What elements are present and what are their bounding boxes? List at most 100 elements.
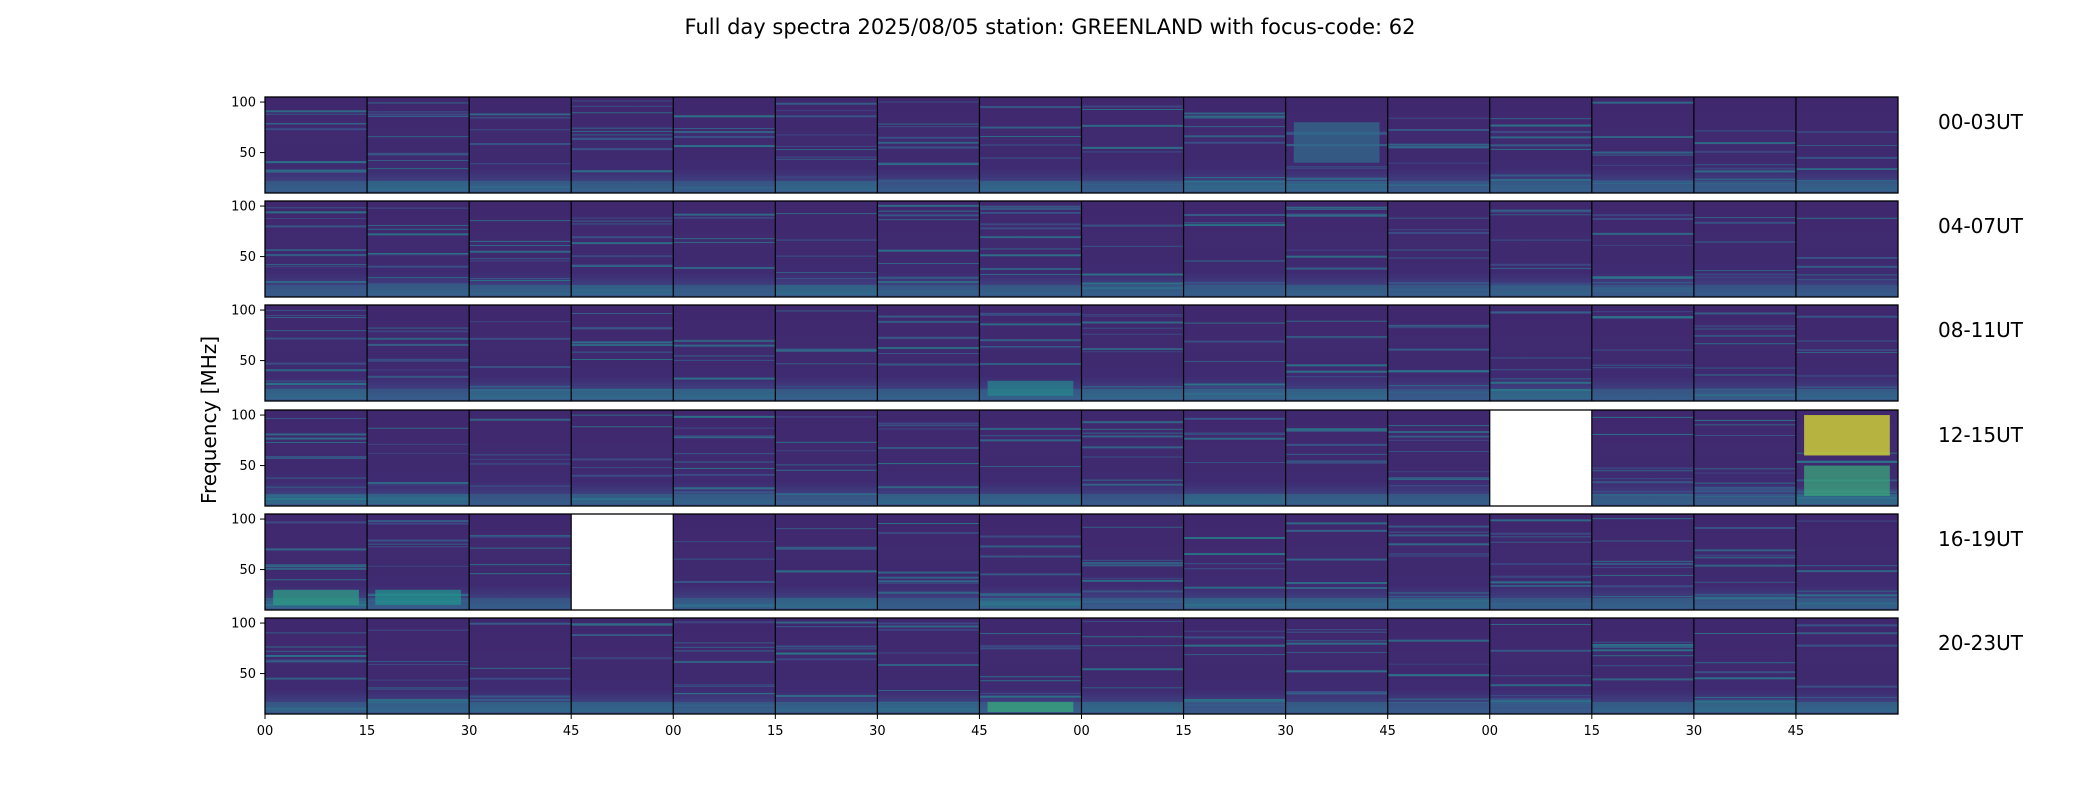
rfi-line <box>979 645 1082 648</box>
rfi-line <box>1489 684 1592 687</box>
rfi-line <box>1081 327 1184 329</box>
low-frequency-band <box>979 284 1082 295</box>
rfi-line <box>469 245 572 247</box>
rfi-line <box>1795 624 1898 627</box>
rfi-line <box>571 623 674 626</box>
rfi-line <box>1795 386 1898 388</box>
low-frequency-band <box>1693 493 1796 504</box>
rfi-line <box>673 646 776 648</box>
panel-background <box>1591 201 1694 297</box>
spectrogram-panel <box>877 410 980 506</box>
rfi-line <box>367 337 470 340</box>
x-tick-label: 00 <box>257 724 274 739</box>
rfi-line <box>469 240 572 242</box>
rfi-line <box>367 152 470 155</box>
rfi-line <box>1795 156 1898 159</box>
rfi-line <box>1183 135 1286 138</box>
rfi-line <box>367 265 470 268</box>
panel-background <box>469 514 572 610</box>
rfi-line <box>775 158 878 160</box>
rfi-line <box>877 276 980 279</box>
rfi-line <box>265 362 368 365</box>
rfi-line <box>1693 434 1796 436</box>
spectrogram-panel <box>775 410 878 506</box>
rfi-line <box>775 348 878 351</box>
spectrogram-panel <box>469 201 572 297</box>
panel-background <box>367 201 470 297</box>
low-frequency-band <box>1795 180 1898 191</box>
spectrogram-panel <box>367 410 470 506</box>
spectrogram-panel <box>1183 514 1286 610</box>
spectrogram-panel <box>367 305 470 401</box>
rfi-line <box>1285 443 1388 446</box>
rfi-line <box>1795 696 1898 698</box>
rfi-line <box>979 535 1082 538</box>
low-frequency-band <box>877 388 980 399</box>
missing-panel <box>571 514 674 610</box>
rfi-line <box>673 213 776 216</box>
rfi-line <box>1387 698 1490 700</box>
rfi-line <box>469 250 572 253</box>
rfi-line <box>1387 553 1490 555</box>
rfi-line <box>1591 244 1694 246</box>
rfi-line <box>1081 386 1184 388</box>
rfi-line <box>1795 644 1898 647</box>
spectrogram-panel <box>469 97 572 193</box>
rfi-line <box>571 130 674 132</box>
spectrogram-panel <box>877 514 980 610</box>
rfi-line <box>469 366 572 369</box>
rfi-line <box>1285 587 1388 590</box>
low-frequency-band <box>1285 388 1388 399</box>
rfi-line <box>367 565 470 567</box>
rfi-line <box>571 351 674 353</box>
rfi-line <box>673 266 776 269</box>
rfi-line <box>265 659 368 662</box>
rfi-line <box>1285 166 1388 168</box>
spectrogram-panel <box>1387 618 1490 714</box>
rfi-line <box>1795 520 1898 522</box>
rfi-line <box>1285 558 1388 561</box>
rfi-line <box>1795 590 1898 592</box>
rfi-line <box>265 211 368 214</box>
low-frequency-band <box>979 180 1082 191</box>
rfi-line <box>877 315 980 318</box>
rfi-line <box>877 447 980 450</box>
rfi-line <box>1693 526 1796 529</box>
rfi-line <box>1081 282 1184 285</box>
spectrogram-panel <box>1081 618 1184 714</box>
panel-background <box>469 618 572 714</box>
rfi-line <box>1489 675 1592 677</box>
rfi-line <box>1693 130 1796 132</box>
rfi-line <box>1591 367 1694 369</box>
low-frequency-band <box>877 493 980 504</box>
rfi-line <box>1183 281 1286 284</box>
rfi-line <box>367 520 470 523</box>
rfi-line <box>1285 267 1388 270</box>
rfi-line <box>1489 378 1592 380</box>
rfi-line <box>265 369 368 372</box>
low-frequency-band <box>1081 701 1184 712</box>
rfi-line <box>1489 174 1592 177</box>
low-frequency-band <box>1489 180 1592 191</box>
panel-background <box>571 618 674 714</box>
rfi-line <box>979 594 1082 596</box>
rfi-line <box>1285 429 1388 432</box>
x-tick-label: 30 <box>869 724 886 739</box>
rfi-line <box>1387 231 1490 234</box>
rfi-line <box>1489 697 1592 700</box>
rfi-line <box>367 427 470 429</box>
spectrogram-panel <box>1795 514 1898 610</box>
rfi-line <box>571 467 674 469</box>
rfi-line <box>265 266 368 268</box>
rfi-line <box>1591 282 1694 284</box>
rfi-line <box>1183 177 1286 179</box>
spectrogram-panel <box>1285 305 1388 401</box>
rfi-line <box>1693 486 1796 489</box>
rfi-line <box>673 415 776 418</box>
rfi-line <box>1387 327 1490 329</box>
rfi-line <box>673 216 776 219</box>
rfi-line <box>673 377 776 380</box>
rfi-line <box>469 385 572 388</box>
rfi-line <box>1693 564 1796 567</box>
